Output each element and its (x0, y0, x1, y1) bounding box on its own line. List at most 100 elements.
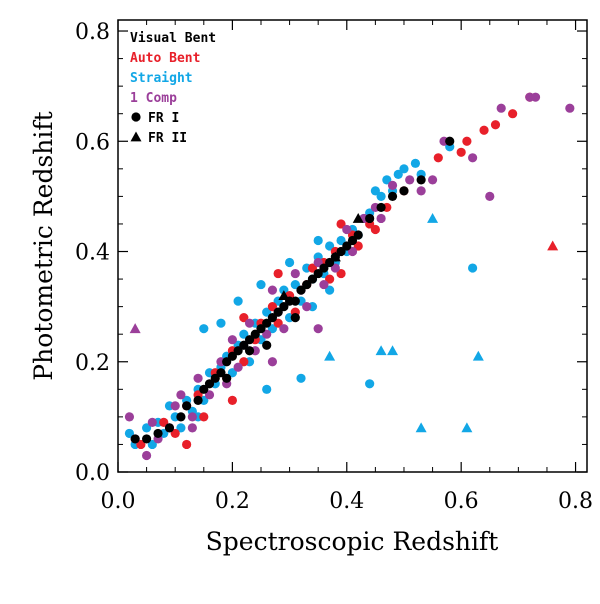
legend-entry-color: Visual Bent (130, 31, 216, 46)
circle-point (382, 175, 392, 185)
circle-point (433, 153, 443, 163)
triangle-point (547, 240, 559, 251)
circle-point (267, 324, 278, 334)
circle-point (199, 412, 209, 422)
circle-point (239, 329, 249, 339)
circle-point (279, 324, 289, 334)
circle-point (399, 164, 409, 174)
circle-point (319, 279, 329, 290)
circle-point (370, 224, 380, 235)
plot-frame (117, 19, 588, 473)
circle-point (210, 373, 220, 383)
x-tick-label: 0.6 (444, 489, 479, 514)
circle-point (239, 340, 249, 350)
x-axis-label: Spectroscopic Redshift (206, 527, 499, 556)
circle-point (170, 401, 180, 411)
circle-point (141, 423, 152, 433)
circle-point (290, 296, 300, 306)
circle-point (244, 346, 255, 356)
circle-point (204, 379, 215, 389)
circle-point (313, 235, 323, 246)
y-axis-label: Photometric Redshift (29, 111, 58, 380)
circle-point (302, 279, 312, 290)
circle-point (479, 125, 489, 135)
circle-point (227, 335, 237, 345)
legend-entry-color: 1 Comp (130, 91, 177, 106)
circle-point (468, 153, 478, 163)
circle-point (187, 412, 197, 422)
circle-point (284, 257, 295, 268)
circle-point (124, 412, 135, 422)
circle-point (485, 191, 495, 201)
circle-point (496, 103, 506, 113)
circle-point (279, 285, 289, 295)
circle-point (273, 318, 283, 328)
circle-point (227, 351, 237, 361)
circle-point (387, 191, 398, 201)
circle-point (387, 180, 398, 190)
circle-point (147, 417, 157, 427)
circle-point (222, 373, 232, 383)
circle-point (347, 235, 358, 246)
legend-entry-color: Auto Bent (130, 51, 200, 66)
circle-point (141, 434, 152, 444)
circle-point (256, 279, 266, 290)
circle-point (370, 186, 380, 196)
y-tick-label: 0.0 (75, 461, 110, 486)
circle-point (445, 136, 455, 146)
triangle-point (352, 212, 364, 223)
circle-point (244, 318, 255, 328)
circle-point (565, 103, 575, 113)
circle-point (376, 213, 386, 224)
circle-point (307, 263, 318, 273)
circle-point (325, 241, 335, 251)
triangle-point (324, 350, 336, 361)
circle-point (336, 219, 346, 229)
circle-point (376, 191, 386, 201)
triangle-point (129, 323, 141, 334)
circle-point (279, 302, 289, 312)
legend-entry-marker: FR I (148, 111, 179, 126)
circle-point (227, 368, 237, 378)
circle-point (353, 241, 363, 251)
circle-point (290, 279, 300, 290)
circle-point (273, 307, 283, 317)
circle-point (296, 285, 306, 295)
y-tick-label: 0.4 (75, 241, 110, 266)
triangle-point (375, 345, 387, 356)
circle-point (307, 274, 318, 284)
circle-point (164, 423, 175, 433)
circle-point (193, 373, 203, 383)
circle-point (233, 296, 243, 306)
circle-point (342, 224, 352, 235)
circle-point (325, 274, 335, 284)
circle-point (182, 439, 192, 450)
circle-point (336, 268, 346, 279)
circle-point (153, 428, 163, 439)
y-tick-label: 0.6 (75, 130, 110, 155)
x-tick-label: 0.4 (329, 489, 364, 514)
circle-point (365, 379, 375, 389)
triangle-point (329, 251, 341, 262)
circle-point (336, 246, 346, 257)
circle-point (204, 390, 215, 400)
circle-point (187, 423, 197, 433)
circle-point (124, 428, 135, 439)
circle-point (290, 268, 300, 279)
legend-marker-circle (131, 112, 141, 122)
circle-point (313, 324, 323, 334)
series-straight-fr-ii (324, 212, 484, 433)
circle-point (193, 395, 203, 405)
circle-point (256, 324, 266, 334)
triangle-point (461, 422, 473, 433)
circle-point (296, 373, 306, 383)
circle-point (239, 313, 249, 323)
circle-point (319, 263, 329, 273)
triangle-point (427, 212, 439, 223)
circle-point (176, 423, 186, 433)
x-tick-label: 0.8 (558, 489, 593, 514)
circle-point (427, 175, 438, 185)
circle-point (273, 268, 283, 279)
circle-point (239, 357, 249, 367)
circle-point (508, 109, 518, 119)
